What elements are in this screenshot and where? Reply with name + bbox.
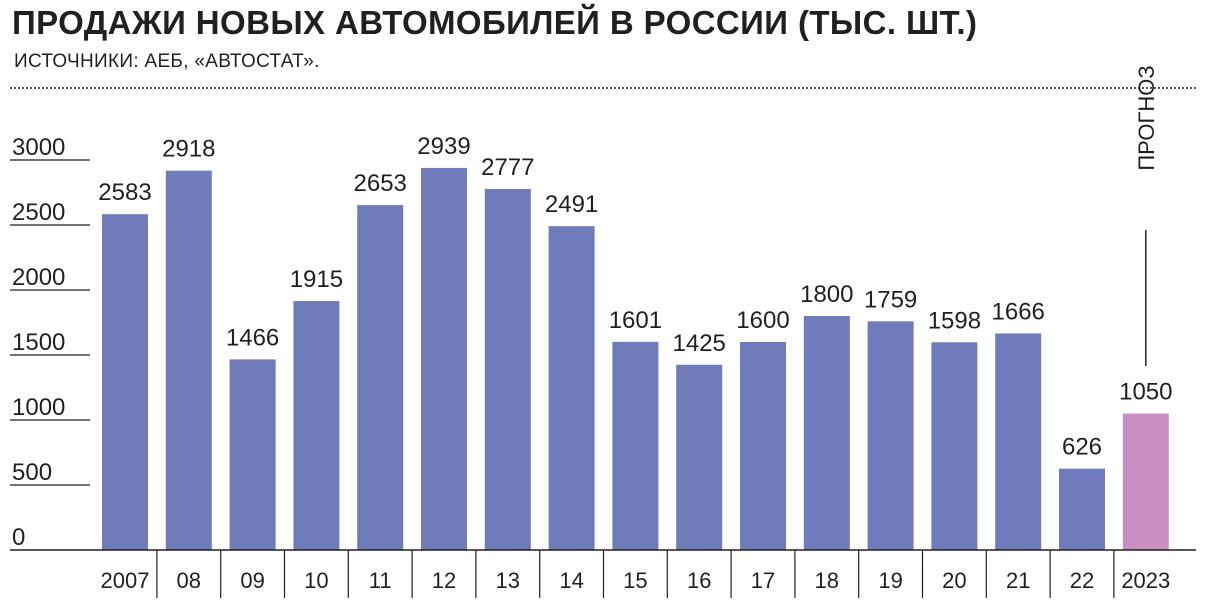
bar: [803, 316, 850, 550]
bar: [1059, 468, 1105, 550]
bar-forecast: [1122, 413, 1169, 550]
value-label: 2918: [162, 136, 215, 163]
value-label: 1466: [226, 324, 279, 351]
x-tick-label: 12: [432, 568, 456, 593]
x-tick-label: 21: [1006, 568, 1030, 593]
x-tick-label: 16: [687, 568, 711, 593]
value-label: 2583: [98, 179, 151, 206]
value-label: 2939: [417, 133, 470, 160]
bar: [548, 226, 595, 551]
bar: [421, 167, 467, 550]
bar: [995, 333, 1042, 550]
y-tick-label: 0: [12, 524, 25, 551]
value-label: 1915: [290, 266, 343, 293]
chart-title: ПРОДАЖИ НОВЫХ АВТОМОБИЛЕЙ В РОССИИ (ТЫС.…: [12, 4, 978, 41]
bar: [229, 359, 276, 550]
value-label: 1666: [992, 298, 1045, 325]
y-axis: 0 500 1000 1500 2000 2500 3000: [10, 134, 90, 551]
bar: [357, 205, 404, 551]
bar: [612, 341, 659, 550]
y-tick-label: 1000: [12, 394, 65, 421]
bar: [931, 342, 978, 550]
value-label: 1600: [736, 307, 789, 334]
value-label: 1598: [928, 307, 981, 334]
x-tick-label: 18: [815, 568, 839, 593]
x-tick-label: 08: [177, 568, 201, 593]
y-tick-label: 3000: [12, 134, 65, 161]
x-tick-label: 22: [1070, 568, 1094, 593]
x-tick-label: 2023: [1121, 568, 1170, 593]
bar: [740, 342, 786, 550]
bar: [102, 214, 148, 550]
x-tick-label: 09: [240, 568, 264, 593]
forecast-annotation: ПРОГНОЗ: [1134, 65, 1159, 366]
bar: [165, 170, 212, 550]
x-tick-label: 19: [878, 568, 902, 593]
x-tick-label: 10: [304, 568, 328, 593]
value-label: 1050: [1119, 379, 1172, 406]
chart-subtitle: ИСТОЧНИКИ: АЕБ, «АВТОСТАТ».: [14, 51, 320, 72]
bar: [867, 321, 914, 550]
value-label: 626: [1062, 434, 1102, 461]
x-tick-label: 20: [942, 568, 966, 593]
y-tick-label: 2500: [12, 199, 65, 226]
x-tick-label: 13: [496, 568, 520, 593]
value-label: 1800: [800, 281, 853, 308]
x-tick-label: 14: [559, 568, 583, 593]
bar: [484, 188, 531, 551]
value-label: 1425: [673, 330, 726, 357]
y-tick-label: 2000: [12, 264, 65, 291]
dotted-divider: [10, 87, 1196, 89]
value-label: 2777: [481, 154, 534, 181]
value-label: 1601: [609, 307, 662, 334]
value-label: 2491: [545, 191, 598, 218]
x-tick-label: 15: [623, 568, 647, 593]
bar: [676, 364, 723, 550]
y-tick-label: 500: [12, 459, 52, 486]
x-tick-label: 11: [369, 568, 392, 593]
value-label: 2653: [354, 170, 407, 197]
bars: 2583 2918 1466 1915 2653 2939 2777 2491 1601 1425…: [98, 133, 1172, 551]
x-axis: 2007 08 09 10 11 12 13 14 15 16 17 18 19 20 21 22 2023: [10, 549, 1196, 598]
value-label: 1759: [864, 286, 917, 313]
x-tick-label: 17: [751, 568, 775, 593]
x-tick-label: 2007: [101, 568, 150, 593]
bar: [293, 301, 340, 550]
forecast-label: ПРОГНОЗ: [1134, 65, 1159, 170]
y-tick-label: 1500: [12, 329, 65, 356]
